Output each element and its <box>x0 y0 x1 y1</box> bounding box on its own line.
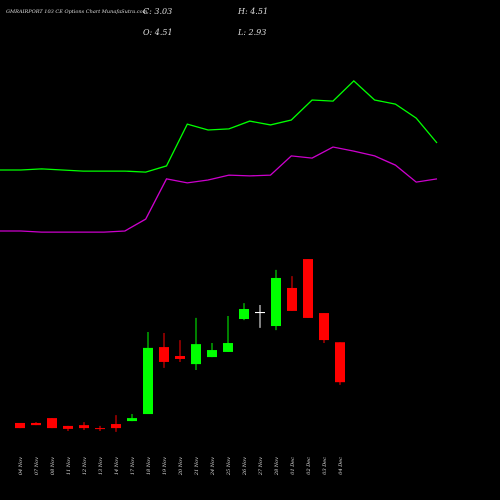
candle-body <box>15 422 25 429</box>
high-label: H: 4.51 <box>237 7 268 16</box>
x-tick-label: 17 Nov <box>130 457 136 475</box>
x-tick-label: 03 Dec <box>322 457 328 475</box>
candle-body <box>95 428 105 430</box>
candle-body <box>287 287 297 311</box>
x-tick-label: 14 Nov <box>114 457 120 475</box>
candle-body <box>191 344 201 365</box>
x-tick-label: 04 Nov <box>18 457 24 475</box>
candle-body <box>47 418 57 429</box>
indicator-line <box>0 146 438 233</box>
candle-body <box>63 425 73 429</box>
x-tick-label: 18 Nov <box>146 457 152 475</box>
candle-body <box>79 425 89 429</box>
candle-body <box>239 309 249 320</box>
candle-body <box>255 311 265 314</box>
candle-body <box>319 313 329 341</box>
x-tick-label: 25 Nov <box>226 457 232 476</box>
candle-body <box>111 424 121 429</box>
x-tick-label: 08 Nov <box>50 457 56 475</box>
candle-body <box>335 342 345 383</box>
x-tick-label: 02 Dec <box>306 457 312 475</box>
x-tick-label: 11 Nov <box>66 457 72 475</box>
candle-body <box>143 347 153 415</box>
close-label: C: 3.03 <box>143 7 172 16</box>
x-tick-label: 26 Nov <box>242 457 248 476</box>
low-label: L: 2.93 <box>237 28 266 37</box>
candle-body <box>31 422 41 426</box>
x-tick-label: 28 Nov <box>274 457 280 476</box>
x-tick-label: 04 Dec <box>338 457 344 475</box>
x-tick-label: 07 Nov <box>34 457 40 475</box>
candle-body <box>127 418 137 422</box>
chart-title: GMRAIRPORT 103 CE Options Chart MunafaSu… <box>6 9 148 15</box>
x-tick-label: 01 Dec <box>290 457 296 475</box>
candle-body <box>175 356 185 359</box>
x-tick-label: 24 Nov <box>210 457 216 476</box>
candle-body <box>207 350 217 358</box>
x-tick-label: 27 Nov <box>258 457 264 476</box>
candle-body <box>303 259 313 318</box>
open-label: O: 4.51 <box>143 28 173 37</box>
x-tick-label: 21 Nov <box>194 457 200 476</box>
x-tick-label: 12 Nov <box>82 457 88 475</box>
candle-body <box>159 347 169 362</box>
x-tick-label: 13 Nov <box>98 457 104 475</box>
candle-body <box>223 343 233 352</box>
candle-body <box>271 277 281 327</box>
x-tick-label: 20 Nov <box>178 457 184 476</box>
indicator-line <box>0 80 438 173</box>
x-tick-label: 19 Nov <box>162 457 168 475</box>
